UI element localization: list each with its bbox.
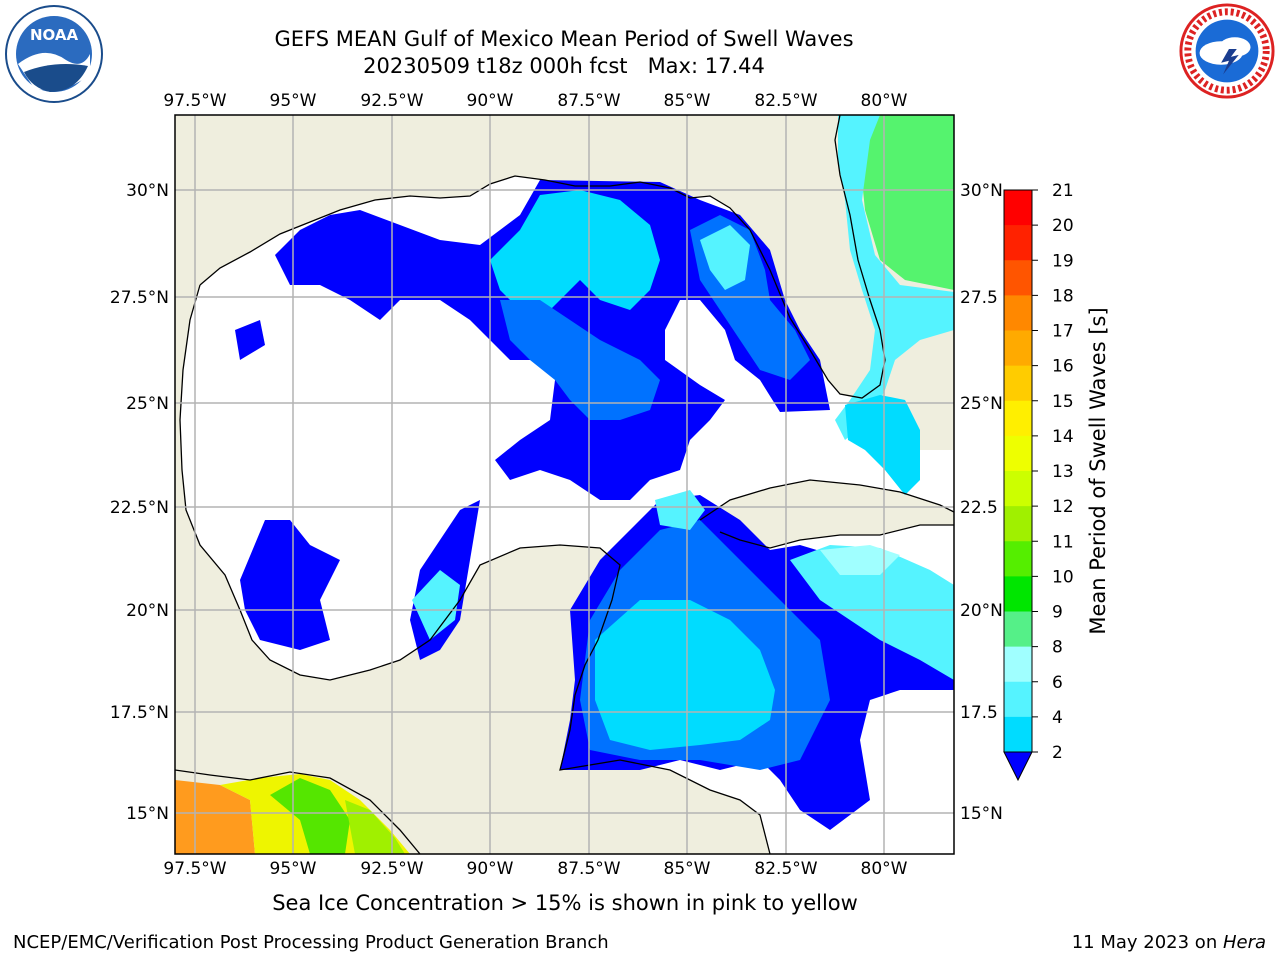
caption: Sea Ice Concentration > 15% is shown in …	[272, 891, 858, 915]
colorbar-tick-label: 19	[1052, 251, 1074, 271]
colorbar-tick-label: 11	[1052, 532, 1074, 552]
lon-label-bottom: 87.5°W	[557, 859, 620, 879]
lat-label-left: 20°N	[126, 601, 169, 621]
colorbar-segment	[1004, 646, 1032, 683]
gulf-cyan-east	[700, 225, 750, 290]
colorbar-segment	[1004, 435, 1032, 472]
colorbar-extend	[1003, 751, 1033, 782]
caribbean-paler	[820, 545, 900, 575]
colorbar-segment	[1004, 190, 1032, 226]
lon-label-top: 95°W	[270, 91, 317, 111]
lon-label-bottom: 82.5°W	[754, 859, 817, 879]
map-grid	[175, 115, 954, 854]
yucatan-cyan	[655, 490, 705, 530]
caribbean-lightcyan	[790, 545, 954, 680]
gulf-cyan-north	[490, 190, 660, 320]
lat-label-right: 15°N	[960, 804, 1003, 824]
colorbar-segment	[1004, 576, 1032, 612]
colorbar-tick-label: 10	[1052, 567, 1074, 587]
lat-label-left: 15°N	[126, 804, 169, 824]
colorbar-segment	[1004, 330, 1032, 367]
colorbar-segment	[1004, 506, 1032, 542]
lon-label-bottom: 80°W	[861, 859, 908, 879]
lon-label-bottom: 85°W	[664, 859, 711, 879]
map-frame	[174, 114, 955, 855]
colorbar-segment	[1004, 716, 1032, 753]
colorbar-tick-label: 17	[1052, 322, 1074, 342]
lat-label-left: 30°N	[126, 181, 169, 201]
colorbar-segment	[1004, 260, 1032, 296]
colorbar-tick-label: 6	[1052, 673, 1063, 693]
lat-label-left: 27.5°N	[110, 288, 169, 308]
svg-text:NOAA: NOAA	[30, 26, 79, 44]
colorbar-tick-label: 4	[1052, 708, 1063, 728]
colorbar-label: Mean Period of Swell Waves [s]	[1086, 307, 1110, 634]
colorbar-tick-label: 15	[1052, 392, 1074, 412]
lat-label-right: 30°N	[960, 181, 1003, 201]
lat-label-right: 22.5	[960, 498, 998, 518]
colorbar-segment	[1004, 295, 1032, 331]
colorbar-tick-label: 21	[1052, 181, 1074, 201]
colorbar-tick-label: 13	[1052, 462, 1074, 482]
footer-date: 11 May 2023 on Hera	[1072, 932, 1266, 953]
footer-date-text: 11 May 2023 on	[1071, 932, 1223, 953]
colorbar-segment	[1004, 400, 1032, 437]
lon-label-top: 90°W	[467, 91, 514, 111]
colorbar-segment	[1004, 541, 1032, 577]
land-cuba	[700, 480, 954, 548]
lat-label-left: 22.5°N	[110, 498, 169, 518]
atlantic-cyan2	[845, 395, 920, 495]
colorbar-segment	[1004, 471, 1032, 507]
lon-label-top: 97.5°W	[163, 91, 226, 111]
footer-host: Hera	[1222, 932, 1266, 953]
colorbar-segment	[1004, 365, 1032, 402]
lon-label-top: 92.5°W	[360, 91, 423, 111]
gulf-cyan-west	[412, 570, 460, 640]
footer-credit: NCEP/EMC/Verification Post Processing Pr…	[13, 932, 609, 953]
lon-label-bottom: 95°W	[270, 859, 317, 879]
lat-label-right: 17.5	[960, 703, 998, 723]
gulf-mid-blue	[500, 300, 660, 420]
colorbar-tick-label: 16	[1052, 357, 1074, 377]
colorbar-tick-label: 14	[1052, 427, 1074, 447]
lat-label-right: 20°N	[960, 601, 1003, 621]
lon-label-top: 80°W	[861, 91, 908, 111]
colorbar-tick-label: 2	[1052, 743, 1063, 763]
colorbar-tick-label: 20	[1052, 216, 1074, 236]
colorbar-tick-label: 12	[1052, 497, 1074, 517]
lat-label-left: 17.5°N	[110, 703, 169, 723]
colorbar-segment	[1004, 225, 1032, 261]
nws-logo	[1179, 3, 1275, 99]
colorbar-tick-label: 9	[1052, 603, 1063, 623]
gulf-blue-nw	[235, 320, 265, 360]
gulf-blue-west	[240, 520, 340, 650]
lat-label-right: 25°N	[960, 394, 1003, 414]
colorbar-tick-label: 18	[1052, 286, 1074, 306]
coastline	[175, 115, 954, 854]
title-line2: 20230509 t18z 000h fcst Max: 17.44	[363, 54, 765, 78]
lat-label-right: 27.5	[960, 288, 998, 308]
lon-label-top: 85°W	[664, 91, 711, 111]
colorbar-tick-label: 8	[1052, 638, 1063, 658]
lon-label-bottom: 97.5°W	[163, 859, 226, 879]
map-area	[175, 115, 954, 854]
pacific-green	[270, 778, 350, 854]
lon-label-bottom: 92.5°W	[360, 859, 423, 879]
lon-label-top: 87.5°W	[557, 91, 620, 111]
colorbar: 2 4 6 8 9 10 11 12 13 14 15 16 17 18 19 20 21	[1003, 181, 1074, 782]
noaa-logo: NOAA	[5, 5, 103, 103]
colorbar-segment	[1004, 611, 1032, 648]
colorbar-segment	[1004, 681, 1032, 718]
lon-label-bottom: 90°W	[467, 859, 514, 879]
lat-label-left: 25°N	[126, 394, 169, 414]
lon-label-top: 82.5°W	[754, 91, 817, 111]
title-line1: GEFS MEAN Gulf of Mexico Mean Period of …	[274, 27, 854, 51]
